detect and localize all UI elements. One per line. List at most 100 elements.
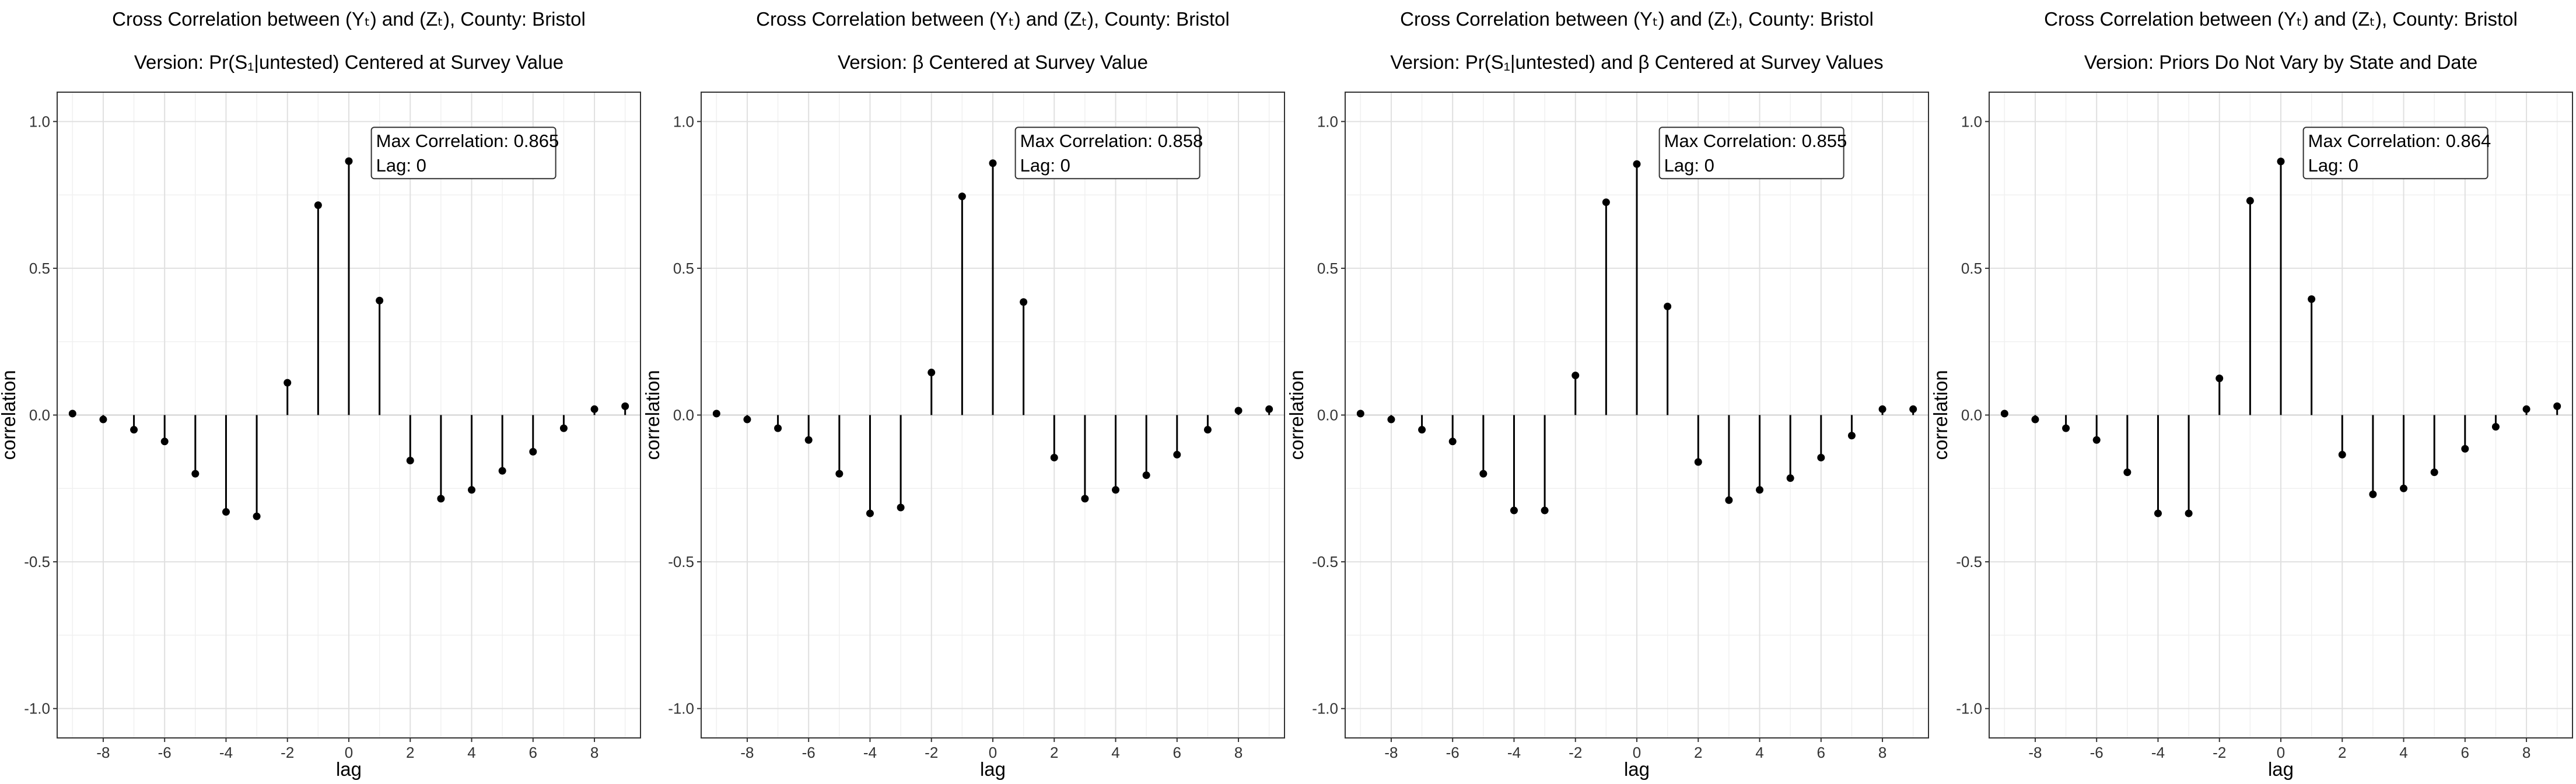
y-tick-label: 1.0: [673, 113, 694, 130]
point-lag-5: [1786, 474, 1794, 482]
point-lag--5: [835, 470, 844, 478]
point-lag--4: [866, 509, 874, 517]
x-tick-label: -8: [740, 744, 754, 761]
point-lag--3: [897, 503, 905, 512]
x-tick-label: 4: [1755, 744, 1763, 761]
x-tick-label: 8: [590, 744, 598, 761]
point-lag-8: [1234, 407, 1242, 415]
x-tick-label: -6: [1446, 744, 1460, 761]
point-lag--5: [1479, 470, 1488, 478]
y-tick-label: 0.5: [673, 260, 694, 277]
point-lag--2: [1572, 372, 1580, 380]
annotation-max-correlation: Max Correlation: 0.865: [376, 131, 559, 151]
point-lag--5: [191, 470, 200, 478]
x-axis-title: lag: [336, 758, 362, 780]
point-lag--7: [2062, 424, 2070, 432]
x-tick-label: 0: [345, 744, 353, 761]
point-lag-5: [2430, 468, 2438, 477]
point-lag-1: [1020, 298, 1028, 306]
x-axis-title: lag: [1624, 758, 1650, 780]
x-tick-label: 4: [1111, 744, 1119, 761]
data-marks: [2000, 158, 2561, 517]
point-lag-3: [437, 495, 445, 503]
point-lag-8: [2522, 405, 2530, 413]
chart-panel-3: Cross Correlation between (Yₜ) and (Zₜ),…: [1286, 8, 1929, 780]
x-tick-label: 2: [2338, 744, 2346, 761]
annotation-box: [1014, 127, 1200, 180]
x-tick-label: -4: [2151, 744, 2165, 761]
chart-title: Cross Correlation between (Yₜ) and (Zₜ),…: [112, 8, 586, 30]
annotation-max-correlation: Max Correlation: 0.864: [2308, 131, 2491, 151]
y-tick-label: 0.0: [29, 407, 50, 424]
point-lag-2: [2338, 450, 2346, 459]
point-lag-7: [1847, 432, 1856, 440]
point-lag--8: [743, 415, 751, 424]
point-lag--5: [2123, 468, 2132, 477]
point-lag-5: [498, 467, 506, 475]
y-tick-label: -0.5: [1956, 553, 1982, 570]
point-lag--4: [222, 508, 230, 516]
x-tick-label: -2: [925, 744, 938, 761]
x-tick-label: 2: [1050, 744, 1058, 761]
annotation-box: [1658, 127, 1845, 180]
point-lag--1: [958, 192, 966, 201]
point-lag-3: [2369, 490, 2377, 498]
annotation-lag: Lag: 0: [1020, 155, 1070, 176]
chart-title: Cross Correlation between (Yₜ) and (Zₜ),…: [1400, 8, 1874, 30]
annotation-box: [370, 127, 556, 180]
x-tick-label: -4: [863, 744, 877, 761]
point-lag-0: [989, 159, 997, 167]
point-lag-8: [1878, 405, 1887, 413]
y-tick-label: 1.0: [1961, 113, 1982, 130]
point-lag--9: [68, 410, 76, 418]
x-tick-label: -4: [219, 744, 233, 761]
x-axis-title: lag: [980, 758, 1006, 780]
point-lag--2: [928, 369, 936, 377]
point-lag-9: [1265, 405, 1273, 413]
point-lag-0: [1633, 160, 1641, 168]
point-lag-2: [1050, 453, 1058, 461]
chart-subtitle: Version: β Centered at Survey Value: [838, 51, 1148, 73]
point-lag-2: [1694, 458, 1702, 466]
data-marks: [1356, 160, 1917, 514]
annotation-lag: Lag: 0: [1664, 155, 1714, 176]
x-tick-label: 6: [1173, 744, 1181, 761]
point-lag-0: [2277, 158, 2285, 166]
x-tick-label: -8: [96, 744, 110, 761]
y-tick-label: -1.0: [668, 700, 694, 718]
x-tick-label: -4: [1507, 744, 1521, 761]
point-lag-5: [1142, 471, 1150, 480]
point-lag-7: [559, 424, 568, 432]
y-tick-label: -1.0: [24, 700, 50, 718]
point-lag-1: [376, 296, 384, 304]
y-axis-title: correlation: [1930, 370, 1951, 460]
point-lag--7: [1418, 426, 1426, 434]
x-tick-label: 6: [1817, 744, 1825, 761]
x-axis-title: lag: [2268, 758, 2294, 780]
chart-panel-1: Cross Correlation between (Yₜ) and (Zₜ),…: [0, 8, 641, 780]
x-tick-label: -2: [1569, 744, 1582, 761]
annotation-lag: Lag: 0: [376, 155, 426, 176]
point-lag--7: [774, 424, 782, 432]
x-tick-label: 2: [406, 744, 414, 761]
point-lag--7: [130, 426, 138, 434]
x-tick-label: 4: [2399, 744, 2407, 761]
point-lag--6: [804, 436, 813, 444]
point-lag-3: [1725, 496, 1733, 504]
point-lag--4: [1510, 506, 1518, 514]
point-lag--4: [2154, 509, 2162, 517]
point-lag-6: [1817, 453, 1825, 461]
y-axis-title: correlation: [0, 370, 19, 460]
point-lag-4: [1756, 486, 1764, 494]
point-lag--1: [1602, 198, 1610, 206]
point-lag--8: [2031, 415, 2039, 424]
point-lag--8: [99, 415, 107, 424]
point-lag-7: [1203, 426, 1212, 434]
data-marks: [68, 157, 629, 520]
y-tick-label: 0.5: [1317, 260, 1338, 277]
x-tick-label: 2: [1694, 744, 1702, 761]
y-tick-label: -0.5: [24, 553, 50, 570]
x-tick-label: -8: [1384, 744, 1398, 761]
y-tick-label: 0.5: [29, 260, 50, 277]
y-tick-label: 1.0: [1317, 113, 1338, 130]
